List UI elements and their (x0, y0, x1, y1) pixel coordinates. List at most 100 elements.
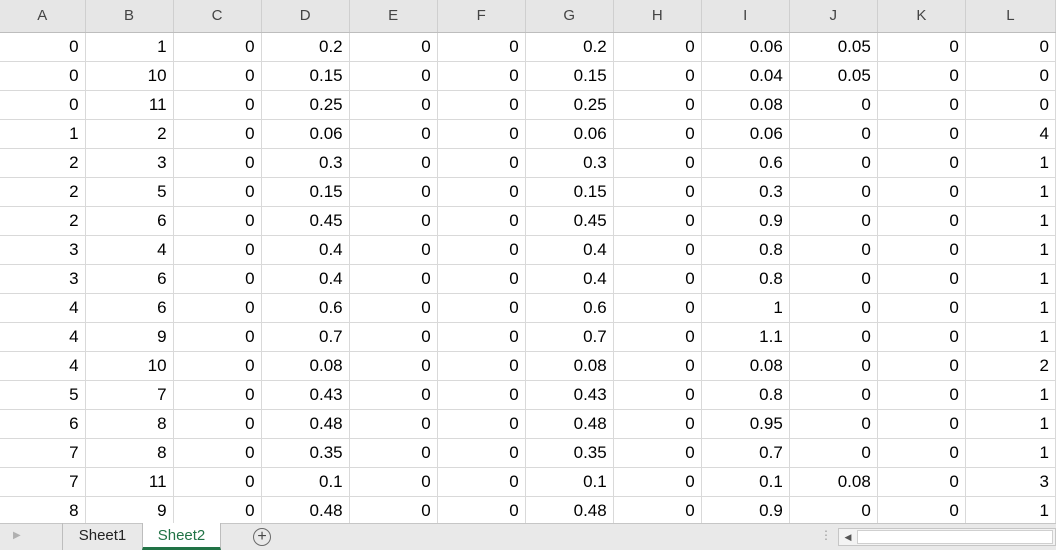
cell[interactable]: 0 (437, 235, 526, 265)
cell[interactable]: 1 (965, 293, 1056, 323)
cell[interactable]: 1 (965, 409, 1056, 439)
cell[interactable]: 0.48 (525, 496, 614, 523)
cell[interactable]: 11 (85, 467, 174, 497)
cell[interactable]: 2 (85, 119, 174, 149)
cell[interactable]: 0.4 (525, 264, 614, 294)
cell[interactable]: 0.1 (261, 467, 350, 497)
cell[interactable]: 0 (789, 438, 878, 468)
column-header[interactable]: C (173, 0, 262, 33)
cell[interactable]: 0.05 (789, 32, 878, 62)
cell[interactable]: 0 (173, 206, 262, 236)
column-header[interactable]: I (701, 0, 790, 33)
cell[interactable]: 0 (789, 90, 878, 120)
cell[interactable]: 0 (349, 322, 438, 352)
cell[interactable]: 0 (173, 380, 262, 410)
cell[interactable]: 0 (173, 264, 262, 294)
cell[interactable]: 0.2 (525, 32, 614, 62)
cell[interactable]: 0.06 (701, 119, 790, 149)
cell[interactable]: 2 (0, 206, 86, 236)
column-header[interactable]: F (437, 0, 526, 33)
column-header[interactable]: D (261, 0, 350, 33)
cell[interactable]: 0 (349, 206, 438, 236)
cell[interactable]: 0.08 (525, 351, 614, 381)
cell[interactable]: 0 (0, 61, 86, 91)
cell[interactable]: 10 (85, 351, 174, 381)
cell[interactable]: 5 (85, 177, 174, 207)
cell[interactable]: 0 (877, 264, 966, 294)
cell[interactable]: 0.4 (261, 235, 350, 265)
cell[interactable]: 0.2 (261, 32, 350, 62)
cell[interactable]: 3 (0, 264, 86, 294)
cell[interactable]: 1 (965, 380, 1056, 410)
cell[interactable]: 0.15 (261, 177, 350, 207)
cell[interactable]: 0.08 (261, 351, 350, 381)
cell[interactable]: 0 (613, 380, 702, 410)
cell[interactable]: 0 (437, 61, 526, 91)
cell[interactable]: 0 (877, 409, 966, 439)
cell[interactable]: 0 (613, 235, 702, 265)
cell[interactable]: 0 (173, 409, 262, 439)
cell[interactable]: 0 (789, 380, 878, 410)
cell[interactable]: 0.35 (261, 438, 350, 468)
column-header[interactable]: H (613, 0, 702, 33)
cell[interactable]: 0 (173, 235, 262, 265)
cell[interactable]: 0 (613, 177, 702, 207)
cell[interactable]: 0 (349, 264, 438, 294)
cell[interactable]: 0 (173, 32, 262, 62)
cell[interactable]: 0.15 (261, 61, 350, 91)
cell[interactable]: 0.6 (525, 293, 614, 323)
cell[interactable]: 0 (349, 61, 438, 91)
cell[interactable]: 0 (349, 235, 438, 265)
cell[interactable]: 0 (173, 119, 262, 149)
cell[interactable]: 1 (85, 32, 174, 62)
cell[interactable]: 0 (789, 409, 878, 439)
cell[interactable]: 0 (789, 351, 878, 381)
cell[interactable]: 0 (613, 293, 702, 323)
cell[interactable]: 0 (437, 380, 526, 410)
cell[interactable]: 0 (613, 467, 702, 497)
cell[interactable]: 0 (877, 496, 966, 523)
cell[interactable]: 8 (85, 438, 174, 468)
cell[interactable]: 0 (349, 119, 438, 149)
cell[interactable]: 0 (437, 264, 526, 294)
cell[interactable]: 1 (965, 235, 1056, 265)
cell[interactable]: 7 (85, 380, 174, 410)
cell[interactable]: 1 (965, 148, 1056, 178)
cell[interactable]: 0 (349, 380, 438, 410)
cell[interactable]: 0 (173, 148, 262, 178)
cell[interactable]: 1 (965, 496, 1056, 523)
cell[interactable]: 0 (349, 293, 438, 323)
cell[interactable]: 0.7 (261, 322, 350, 352)
cell[interactable]: 0.7 (525, 322, 614, 352)
cell[interactable]: 0 (877, 90, 966, 120)
cell[interactable]: 3 (85, 148, 174, 178)
cell[interactable]: 0 (437, 177, 526, 207)
cell[interactable]: 0 (613, 496, 702, 523)
cell[interactable]: 0 (173, 322, 262, 352)
cell[interactable]: 0 (613, 438, 702, 468)
scroll-split-handle[interactable]: ⋮ (820, 528, 832, 542)
cell[interactable]: 0 (789, 148, 878, 178)
cell[interactable]: 0 (789, 177, 878, 207)
cell[interactable]: 11 (85, 90, 174, 120)
cell[interactable]: 0 (173, 177, 262, 207)
cell[interactable]: 0.15 (525, 177, 614, 207)
cell[interactable]: 0.48 (525, 409, 614, 439)
caret-left-icon[interactable]: ◀ (844, 532, 852, 542)
cell[interactable]: 0 (173, 90, 262, 120)
cell[interactable]: 4 (965, 119, 1056, 149)
cell[interactable]: 0.08 (789, 467, 878, 497)
cell[interactable]: 9 (85, 322, 174, 352)
horizontal-scrollbar[interactable]: ◀ (838, 528, 1056, 546)
column-header[interactable]: E (349, 0, 438, 33)
cell[interactable]: 0 (965, 90, 1056, 120)
cell[interactable]: 0 (877, 322, 966, 352)
cell[interactable]: 8 (85, 409, 174, 439)
cell[interactable]: 0 (877, 467, 966, 497)
cell[interactable]: 0 (173, 61, 262, 91)
cell[interactable]: 0.9 (701, 496, 790, 523)
cell[interactable]: 0 (877, 119, 966, 149)
plus-circle-icon[interactable]: + (253, 528, 271, 546)
cell[interactable]: 0.8 (701, 235, 790, 265)
cell[interactable]: 0.35 (525, 438, 614, 468)
